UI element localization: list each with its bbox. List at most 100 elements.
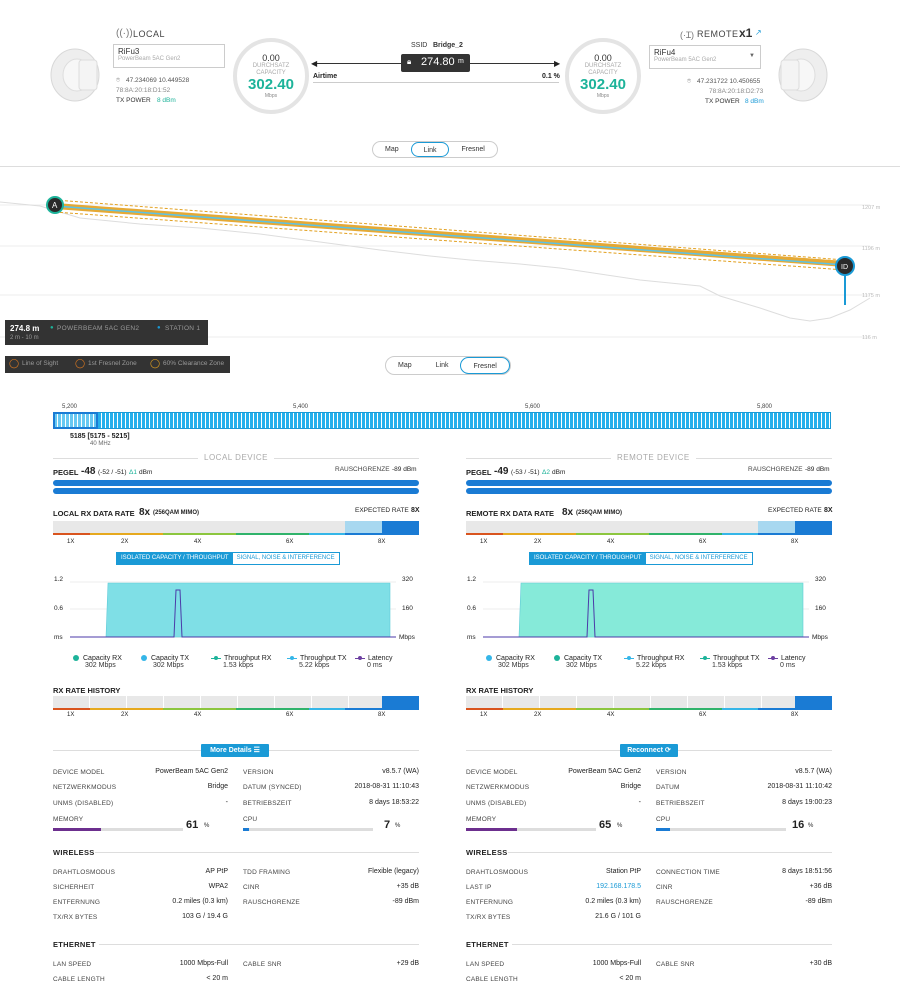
toggle-capacity[interactable]: ISOLATED CAPACITY / THROUGHPUT [530,553,646,564]
rate-mod: (256QAM MIMO) [576,510,623,516]
memory-unit: % [204,823,210,829]
pegel-value: -48 [81,466,96,477]
svg-text:ID: ID [841,264,848,271]
rate-current-fill [382,521,419,533]
mode-value: Bridge [620,783,641,790]
remote-antenna-image [778,48,828,102]
wireless-value[interactable]: 192.168.178.5 [596,883,641,890]
chart-legend-item[interactable]: Throughput TX 5.22 kbps [287,655,357,669]
history-bar [53,696,419,708]
wireless-value: AP PtP [205,868,228,875]
view-tabs-top: Map Link Fresnel [372,141,498,158]
more-details-button[interactable]: More Details ☰ [201,744,269,757]
pegel-unit: dBm [552,469,566,476]
rate-scale-segment [722,533,758,535]
selected-freq: 5185 [5175 - 5215] [70,433,130,440]
chart-legend-item[interactable]: Capacity TX 302 Mbps [141,655,211,669]
list-icon: ☰ [253,747,260,754]
y-left-1: 1.2 [467,576,477,583]
rate-scale-segment [576,533,649,535]
wireless-value: Station PtP [605,868,641,875]
signal-bar-chain0 [466,480,832,486]
rate-scale-segment [163,533,236,535]
airtime-label: Airtime [313,73,338,80]
info-station: STATION 1 [165,325,201,332]
rate-tick: 4X [607,539,615,545]
chart-legend-item[interactable]: Capacity RX 302 Mbps [486,655,556,669]
tab-map-2[interactable]: Map [398,362,412,369]
chart-legend-item[interactable]: Capacity RX 302 Mbps [73,655,143,669]
chart-mode-toggle: ISOLATED CAPACITY / THROUGHPUT SIGNAL, NO… [529,552,753,565]
remote-device-select[interactable]: RiFu4 PowerBeam 5AC Gen2 ▼ [649,45,761,69]
local-gauge-label1: DURCHSATZ [252,63,290,69]
cable-snr-value: +30 dB [809,960,832,967]
history-label: RX RATE HISTORY [53,686,121,695]
chart-legend-item[interactable]: Capacity TX 302 Mbps [554,655,624,669]
tab-map[interactable]: Map [385,146,399,153]
chart-legend-item[interactable]: Throughput RX 1.53 kbps [211,655,281,669]
version-value: v8.5.7 (WA) [382,768,419,775]
wireless-value-2: 8 days 18:51:56 [782,868,832,875]
expected-label: EXPECTED RATE [355,507,409,514]
rate-tick: 1X [480,539,488,545]
date-label: DATUM (SYNCED) [243,784,302,791]
rate-tick: 4X [194,539,202,545]
history-tick: 2X [121,712,129,718]
uptime-label: BETRIEBSZEIT [656,800,705,807]
unms-label: UNMS (DISABLED) [53,800,114,807]
chart-legend-item[interactable]: Latency 0 ms [355,655,425,669]
legend-los: Line of Sight [22,360,59,367]
wireless-label: ENTFERNUNG [466,899,514,906]
cpu-label: CPU [243,816,258,823]
noise-label: RAUSCHGRENZE [335,466,390,473]
local-tower-icon: ((·)) [116,28,133,39]
wireless-label: TX/RX BYTES [466,914,511,921]
tab-link[interactable]: Link [410,142,450,157]
chart-legend-item[interactable]: Throughput RX 5.22 kbps [624,655,694,669]
toggle-capacity[interactable]: ISOLATED CAPACITY / THROUGHPUT [117,553,233,564]
legend-value: 302 Mbps [153,662,184,669]
tab-fresnel[interactable]: Fresnel [461,146,485,153]
local-tower-marker-icon[interactable] [46,196,64,214]
tab-link-2[interactable]: Link [435,362,449,369]
y-right-1: 320 [815,576,826,583]
cpu-track [243,828,373,831]
channel-width: 40 MHz [90,441,111,447]
rate-expected-fill [345,521,382,533]
rate-scale-segment [466,533,503,535]
local-device-box[interactable]: RiFu3 PowerBeam 5AC Gen2 [113,44,225,68]
selected-channel[interactable] [53,412,98,429]
pegel-value: -49 [494,466,509,477]
freq-tick-4: 5,800 [757,404,773,410]
noise-value: -89 dBm [392,466,417,473]
distance-badge: 🔒︎ 274.80 m [401,54,470,72]
cpu-value: 7 [384,819,391,831]
toggle-signal[interactable]: SIGNAL, NOISE & INTERFERENCE [645,553,752,564]
mode-label: NETZWERKMODUS [466,784,530,791]
remote-count: x1 [739,26,753,40]
reconnect-button[interactable]: Reconnect ⟳ [620,744,678,757]
chart-legend-item[interactable]: Latency 0 ms [768,655,838,669]
wireless-value: 0.2 miles (0.3 km) [172,898,228,905]
lan-speed-value: 1000 Mbps-Full [592,960,641,967]
chart-legend-item[interactable]: Throughput TX 1.53 kbps [700,655,770,669]
external-link-icon[interactable]: ↗ [755,28,762,37]
version-value: v8.5.7 (WA) [795,768,832,775]
elevation-2: 1196 m [862,246,880,252]
rate-scale-segment [503,533,576,535]
y-left-3: ms [467,634,476,641]
history-tick: 2X [534,712,542,718]
lan-speed-value: 1000 Mbps-Full [179,960,228,967]
unms-label: UNMS (DISABLED) [466,800,527,807]
remote-station-marker-icon[interactable] [835,256,855,276]
legend-value: 1.53 kbps [223,662,254,669]
rate-tick: 1X [67,539,75,545]
toggle-signal[interactable]: SIGNAL, NOISE & INTERFERENCE [232,553,339,564]
noise-label: RAUSCHGRENZE [748,466,803,473]
rate-tick: 6X [699,539,707,545]
rate-label: LOCAL RX DATA RATE [53,509,135,518]
tab-fresnel-2[interactable]: Fresnel [460,357,510,374]
legend-name: Throughput TX [713,655,760,662]
channel-bar[interactable] [53,412,831,429]
unms-value: - [638,799,641,806]
